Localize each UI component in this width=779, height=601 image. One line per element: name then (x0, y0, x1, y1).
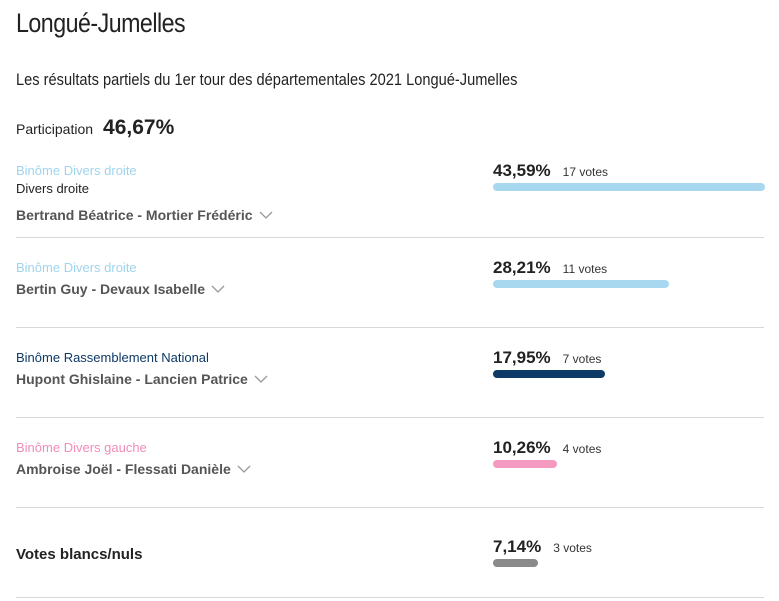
candidates-toggle[interactable]: Ambroise Joël - Flessati Danièle (16, 461, 251, 477)
percent-value: 28,21% (493, 258, 551, 277)
divider (16, 327, 764, 328)
chevron-down-icon (237, 465, 251, 473)
candidates-toggle[interactable]: Bertin Guy - Devaux Isabelle (16, 281, 225, 297)
blank-votes-count: 3 votes (553, 541, 592, 555)
result-stats: 10,26% 4 votes (493, 438, 601, 458)
blank-votes-bar (493, 559, 538, 567)
result-stats: 43,59% 17 votes (493, 161, 608, 181)
votes-count: 17 votes (562, 165, 609, 179)
blank-votes-label: Votes blancs/nuls (16, 546, 143, 563)
candidates-toggle[interactable]: Hupont Ghislaine - Lancien Patrice (16, 371, 268, 387)
page-title: Longué-Jumelles (16, 8, 186, 38)
chevron-down-icon (254, 375, 268, 383)
result-stats: 17,95% 7 votes (493, 348, 601, 368)
divider (16, 417, 764, 418)
votes-count: 4 votes (562, 442, 602, 456)
percent-value: 17,95% (493, 348, 551, 367)
result-bar (493, 460, 557, 468)
percent-value: 10,26% (493, 438, 551, 457)
candidates-toggle[interactable]: Bertrand Béatrice - Mortier Frédéric (16, 207, 273, 223)
candidates-label: Hupont Ghislaine - Lancien Patrice (16, 371, 248, 387)
participation-label: Participation (16, 121, 94, 137)
result-bar (493, 370, 605, 378)
percent-value: 43,59% (493, 161, 551, 180)
votes-count: 7 votes (562, 352, 602, 366)
votes-count: 11 votes (562, 262, 608, 276)
party-label: Binôme Rassemblement National (16, 350, 209, 365)
blank-percent-value: 7,14% (493, 537, 542, 556)
party-label: Binôme Divers gauche (16, 440, 147, 455)
participation-summary: Participation 46,67% (16, 116, 174, 140)
result-bar (493, 280, 669, 288)
blank-votes-stats: 7,14% 3 votes (493, 537, 592, 557)
party-label: Binôme Divers droite (16, 260, 137, 275)
party-label: Binôme Divers droite (16, 163, 137, 178)
divider (16, 597, 764, 598)
divider (16, 507, 764, 508)
participation-value: 46,67% (103, 116, 175, 139)
divider (16, 237, 764, 238)
candidates-label: Ambroise Joël - Flessati Danièle (16, 461, 231, 477)
result-bar (493, 183, 765, 191)
nuance-label: Divers droite (16, 181, 89, 196)
chevron-down-icon (259, 211, 272, 219)
page-subtitle: Les résultats partiels du 1er tour des d… (16, 70, 518, 89)
result-stats: 28,21% 11 votes (493, 258, 607, 278)
chevron-down-icon (211, 285, 225, 293)
candidates-label: Bertrand Béatrice - Mortier Frédéric (16, 207, 253, 223)
candidates-label: Bertin Guy - Devaux Isabelle (16, 281, 206, 297)
